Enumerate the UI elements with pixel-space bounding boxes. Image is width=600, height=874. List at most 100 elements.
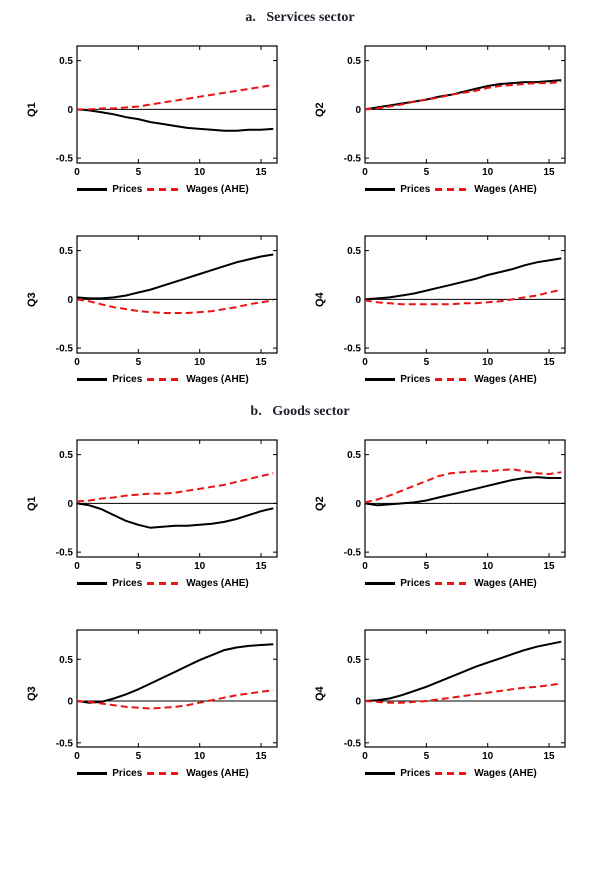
x-tick-label: 5 (424, 751, 430, 762)
y-tick-label: 0 (67, 105, 73, 116)
line-chart: -0.500.50 5 10 15 (344, 439, 566, 572)
chart-column: -0.5 0 0.5 0 5 10 15 Prices Wages (AHE) (327, 40, 575, 196)
subplot: Q4 -0.5 0 0.5 0 5 10 15 Prices Wages (AHE) (313, 624, 575, 780)
y-tick-label: 0 (355, 499, 361, 510)
prices-line-key (77, 187, 108, 191)
x-tick-label: 10 (194, 167, 206, 178)
prices-line-key (365, 377, 396, 381)
y-tick-label: -0.5 (344, 154, 362, 165)
prices-legend-label: Prices (112, 183, 143, 195)
wages-line-key (435, 771, 470, 775)
quarter-label: Q3 (26, 292, 38, 308)
axes-box (76, 439, 278, 558)
y-tick-label: 0.5 (347, 56, 361, 67)
y-tick-label: -0.5 (344, 738, 362, 749)
wages-legend-label: Wages (AHE) (186, 767, 249, 779)
subplot: Q1 -0.5 0 0.5 0 5 10 15 Prices Wages (AHE) (25, 434, 287, 590)
x-tick-label: 5 (136, 561, 142, 572)
y-tick-label: -0.5 (56, 738, 74, 749)
wages-line (77, 84, 274, 111)
x-tick-label: 10 (482, 357, 494, 368)
goods-grid: Q1 -0.5 0 0.5 0 5 10 15 Prices Wages (AHE) Q2 … (0, 434, 600, 780)
prices-line (364, 257, 562, 301)
prices-legend-label: Prices (400, 373, 431, 385)
line-chart: -0.500.50 5 10 15 (56, 235, 278, 368)
wages-legend-label: Wages (AHE) (474, 577, 537, 589)
legend: Prices Wages (AHE) (39, 576, 287, 590)
legend: Prices Wages (AHE) (327, 766, 575, 780)
quarter-label: Q2 (314, 102, 326, 118)
y-tick-label: 0.5 (59, 56, 73, 67)
panel-title-services: a. Services sector (245, 10, 355, 25)
line-chart: -0.500.50 5 10 15 (344, 629, 566, 762)
x-tick-label: 15 (543, 357, 555, 368)
x-tick-label: 10 (482, 751, 494, 762)
prices-line-key (77, 377, 108, 381)
prices-legend-label: Prices (112, 373, 143, 385)
wages-line-key (435, 581, 470, 585)
wages-line (364, 468, 562, 504)
panel-services: a. Services sector Q1 -0.5 0 0.5 0 5 10 15 Pri… (0, 10, 600, 386)
x-tick-label: 15 (255, 561, 267, 572)
subplot: Q2 -0.5 0 0.5 0 5 10 15 Prices Wages (AHE) (313, 434, 575, 590)
x-tick-label: 5 (136, 751, 142, 762)
wages-legend-label: Wages (AHE) (186, 373, 249, 385)
prices-legend-label: Prices (400, 577, 431, 589)
line-chart: -0.500.50 5 10 15 (56, 439, 278, 572)
prices-legend-label: Prices (112, 767, 143, 779)
y-tick-label: 0.5 (347, 450, 361, 461)
legend: Prices Wages (AHE) (327, 182, 575, 196)
subplot: Q3 -0.5 0 0.5 0 5 10 15 Prices Wages (AHE) (25, 624, 287, 780)
x-tick-label: 0 (74, 357, 80, 368)
line-chart: -0.500.50 5 10 15 (344, 235, 566, 368)
quarter-label: Q2 (314, 496, 326, 512)
subplot: Q4 -0.5 0 0.5 0 5 10 15 Prices Wages (AHE) (313, 230, 575, 386)
wages-line-key (147, 377, 182, 381)
y-tick-label: 0 (355, 697, 361, 708)
wages-legend-label: Wages (AHE) (474, 183, 537, 195)
y-tick-label: 0 (67, 499, 73, 510)
prices-line (364, 640, 562, 702)
wages-legend-label: Wages (AHE) (474, 373, 537, 385)
legend: Prices Wages (AHE) (39, 766, 287, 780)
y-tick-label: -0.5 (56, 344, 74, 355)
axes-box (364, 439, 566, 558)
chart-column: -0.5 0 0.5 0 5 10 15 Prices Wages (AHE) (39, 624, 287, 780)
wages-line-key (147, 187, 182, 191)
y-tick-label: 0.5 (59, 246, 73, 257)
x-tick-label: 0 (74, 167, 80, 178)
legend: Prices Wages (AHE) (327, 372, 575, 386)
wages-line-key (435, 377, 470, 381)
chart-column: -0.5 0 0.5 0 5 10 15 Prices Wages (AHE) (39, 40, 287, 196)
x-tick-label: 10 (482, 167, 494, 178)
prices-line (76, 108, 274, 132)
x-tick-label: 0 (362, 561, 368, 572)
legend: Prices Wages (AHE) (39, 182, 287, 196)
x-tick-label: 10 (194, 561, 206, 572)
y-tick-label: -0.5 (56, 154, 74, 165)
panel-title-goods: b. Goods sector (250, 404, 350, 419)
wages-legend-label: Wages (AHE) (186, 577, 249, 589)
y-tick-label: -0.5 (344, 548, 362, 559)
quarter-label: Q4 (314, 292, 326, 308)
axes-box (76, 235, 278, 354)
x-tick-label: 10 (194, 357, 206, 368)
x-tick-label: 5 (136, 357, 142, 368)
prices-line (76, 502, 274, 529)
y-tick-label: 0.5 (59, 655, 73, 666)
quarter-label: Q1 (26, 102, 38, 118)
y-tick-label: 0.5 (59, 450, 73, 461)
y-tick-label: -0.5 (56, 548, 74, 559)
quarter-label: Q4 (314, 686, 326, 702)
wages-line-key (147, 771, 182, 775)
x-tick-label: 0 (362, 751, 368, 762)
x-tick-label: 5 (424, 357, 430, 368)
x-tick-label: 0 (74, 751, 80, 762)
prices-line-key (365, 581, 396, 585)
wages-line-key (147, 581, 182, 585)
legend: Prices Wages (AHE) (327, 576, 575, 590)
prices-line-key (365, 187, 396, 191)
legend: Prices Wages (AHE) (39, 372, 287, 386)
wages-line (364, 682, 562, 704)
